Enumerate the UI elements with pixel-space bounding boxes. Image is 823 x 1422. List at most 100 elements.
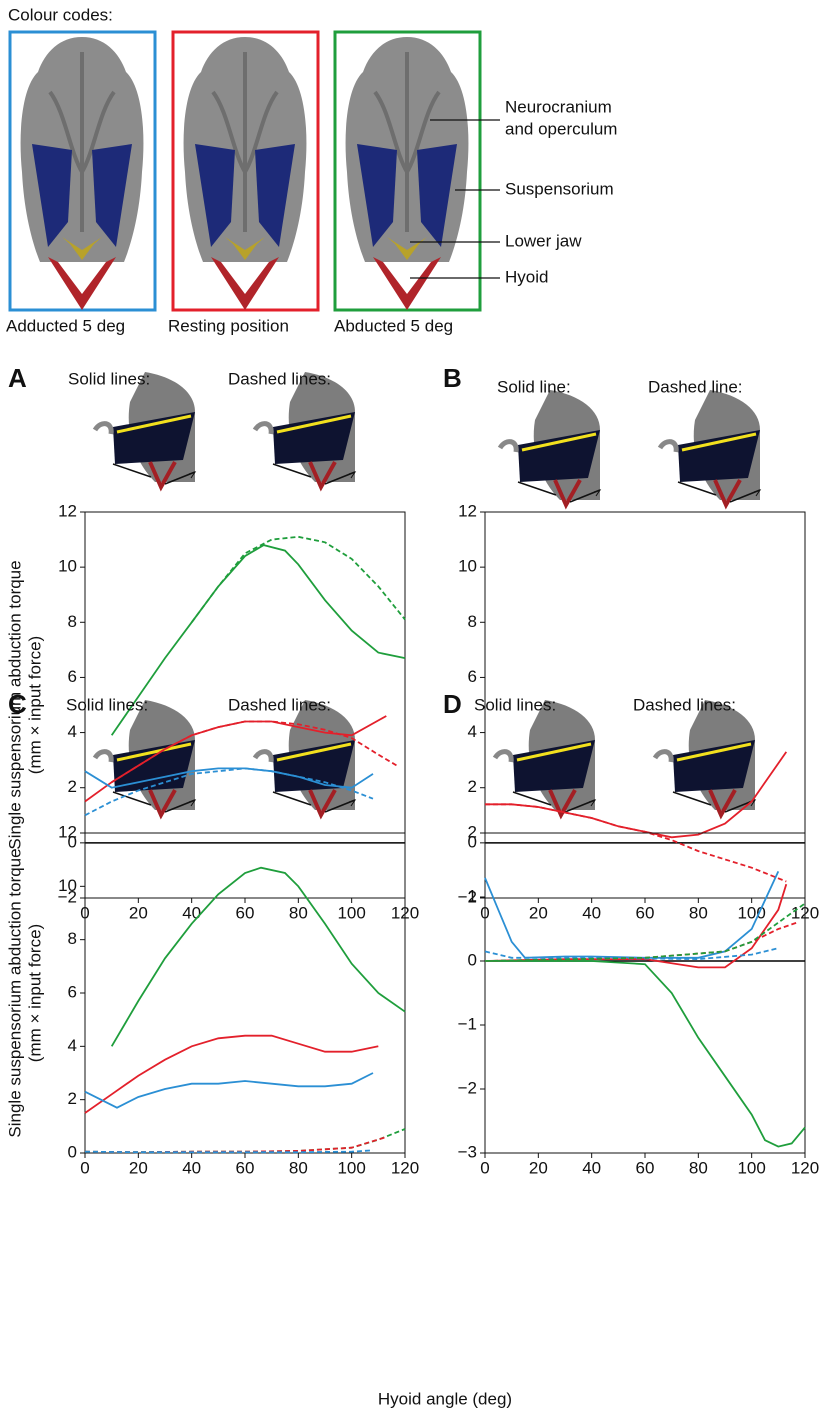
- y-tick-label: 12: [58, 822, 77, 841]
- series-line: [84, 1072, 374, 1109]
- mini-diagram: [95, 700, 195, 815]
- annotation: Solid lines:: [66, 695, 148, 714]
- y-axis-label: (mm × input force): [25, 924, 44, 1062]
- y-tick-label: 10: [58, 557, 77, 576]
- y-tick-label: 2: [68, 1089, 77, 1108]
- annotation: Dashed lines:: [633, 695, 736, 714]
- colour-label: Abducted 5 deg: [334, 316, 453, 335]
- series-line: [110, 866, 406, 1047]
- y-tick-label: −2: [458, 887, 477, 906]
- annotation: Dashed lines:: [228, 695, 331, 714]
- x-tick-label: 100: [337, 1158, 365, 1177]
- x-tick-label: 100: [337, 903, 365, 922]
- series-line: [190, 535, 406, 623]
- y-tick-label: 10: [458, 557, 477, 576]
- mini-diagram: [655, 700, 755, 815]
- part-label: and operculum: [505, 119, 617, 138]
- y-axis-label: Single suspensorium abduction torque: [5, 848, 24, 1137]
- y-tick-label: 0: [68, 832, 77, 851]
- colour-label: Resting position: [168, 316, 289, 335]
- series-line: [84, 1034, 379, 1114]
- series-line: [84, 1149, 374, 1154]
- panel-letter: D: [443, 689, 462, 719]
- x-tick-label: 120: [391, 1158, 419, 1177]
- x-tick-label: 0: [80, 1158, 89, 1177]
- mini-diagram: [255, 372, 355, 487]
- y-tick-label: 4: [68, 1036, 77, 1055]
- series-line: [84, 1136, 387, 1154]
- x-tick-label: 120: [791, 1158, 819, 1177]
- y-tick-label: 0: [68, 1142, 77, 1161]
- y-tick-label: 6: [468, 667, 477, 686]
- y-axis-label: (mm × input force): [25, 636, 44, 774]
- y-tick-label: −2: [458, 1078, 477, 1097]
- y-tick-label: 4: [68, 722, 77, 741]
- skull-image: [18, 35, 146, 312]
- mini-diagram: [495, 700, 595, 815]
- x-tick-label: 80: [689, 903, 708, 922]
- x-tick-label: 80: [289, 1158, 308, 1177]
- series-line: [84, 767, 374, 789]
- y-tick-label: −2: [58, 887, 77, 906]
- x-axis-label: Hyoid angle (deg): [378, 1389, 512, 1408]
- y-tick-label: 8: [68, 612, 77, 631]
- x-tick-label: 20: [129, 903, 148, 922]
- x-tick-label: 20: [529, 1158, 548, 1177]
- annotation: Solid line:: [497, 377, 571, 396]
- y-tick-label: 6: [68, 982, 77, 1001]
- panel-letter: A: [8, 363, 27, 393]
- skull-image: [343, 35, 471, 312]
- series-line: [485, 803, 787, 883]
- series-line: [84, 1128, 406, 1154]
- series-line: [484, 883, 788, 969]
- x-tick-label: 80: [689, 1158, 708, 1177]
- annotation: Solid lines:: [474, 695, 556, 714]
- y-tick-label: 6: [68, 667, 77, 686]
- x-tick-label: 40: [182, 903, 201, 922]
- part-label: Suspensorium: [505, 179, 614, 198]
- part-label: Lower jaw: [505, 231, 582, 250]
- y-tick-label: 0: [468, 832, 477, 851]
- x-tick-label: 60: [636, 903, 655, 922]
- x-tick-label: 80: [289, 903, 308, 922]
- mini-diagram: [255, 700, 355, 815]
- leader-lines: [410, 119, 500, 279]
- part-label: Hyoid: [505, 267, 548, 286]
- colour-box: [333, 30, 482, 312]
- y-tick-label: 2: [468, 822, 477, 841]
- annotation: Dashed line:: [648, 377, 743, 396]
- y-tick-label: 1: [468, 886, 477, 905]
- x-tick-label: 40: [582, 1158, 601, 1177]
- x-tick-label: 60: [236, 903, 255, 922]
- y-tick-label: 4: [468, 722, 477, 741]
- colour-label: Adducted 5 deg: [6, 316, 125, 335]
- y-tick-label: −3: [458, 1142, 477, 1161]
- panel-letter: B: [443, 363, 462, 393]
- mini-diagram: [660, 390, 760, 505]
- series-line: [484, 902, 806, 962]
- y-tick-label: 0: [468, 950, 477, 969]
- x-tick-label: 100: [737, 1158, 765, 1177]
- annotation: Solid lines:: [68, 369, 150, 388]
- series-line: [84, 767, 374, 817]
- y-tick-label: −1: [458, 1014, 477, 1033]
- y-tick-label: 12: [458, 501, 477, 520]
- y-tick-label: 2: [68, 777, 77, 796]
- x-tick-label: 20: [529, 903, 548, 922]
- panel-letter: C: [8, 689, 27, 719]
- x-tick-label: 40: [582, 903, 601, 922]
- annotation: Dashed lines:: [228, 369, 331, 388]
- x-tick-label: 20: [129, 1158, 148, 1177]
- series-line: [111, 720, 398, 783]
- y-axis-label: Single suspensorium abduction torque: [5, 560, 24, 849]
- x-tick-label: 60: [636, 1158, 655, 1177]
- colour-box: [8, 30, 157, 312]
- mini-diagram: [95, 372, 195, 487]
- plot-frame: [484, 832, 806, 1154]
- y-tick-label: 8: [468, 612, 477, 631]
- part-label: Neurocranium: [505, 97, 612, 116]
- x-tick-label: 100: [737, 903, 765, 922]
- y-tick-label: 10: [58, 876, 77, 895]
- plot-frame: [84, 832, 406, 1154]
